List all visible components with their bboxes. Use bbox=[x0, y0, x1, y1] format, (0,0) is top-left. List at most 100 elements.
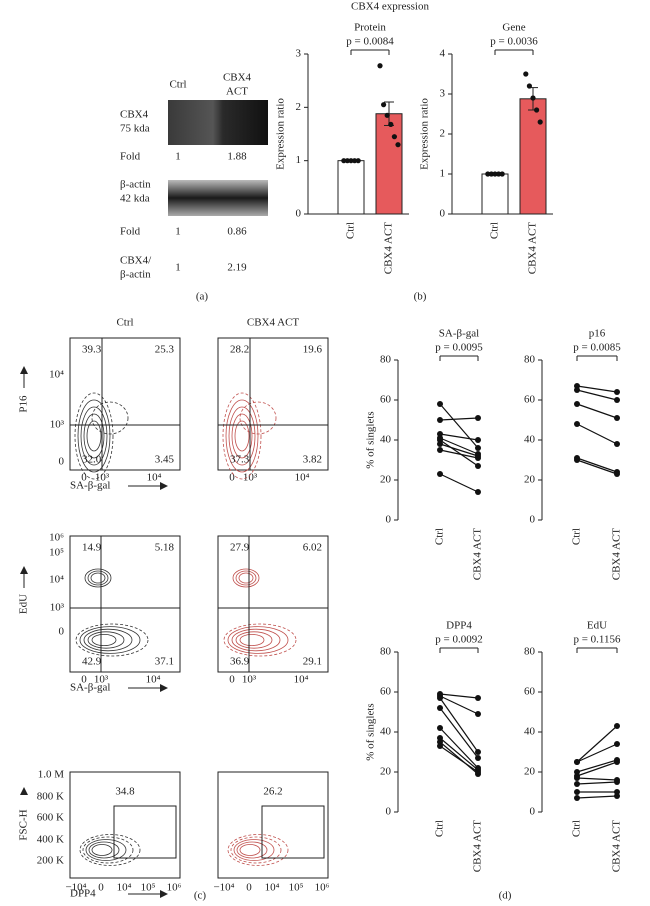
y-tick-label: 1 bbox=[296, 154, 302, 166]
blot-row-label: 75 kda bbox=[120, 123, 150, 135]
blot-row-label: CBX4/ bbox=[120, 255, 152, 267]
data-point bbox=[475, 437, 481, 443]
x-tick-label: 0 bbox=[246, 882, 252, 894]
blot-row-label: Fold bbox=[120, 151, 141, 163]
contour bbox=[239, 401, 277, 435]
y-tick-label: 10³ bbox=[50, 419, 65, 431]
x-axis-label: DPP4 bbox=[70, 888, 96, 900]
contour bbox=[74, 392, 114, 480]
p-value: p = 0.0092 bbox=[435, 634, 482, 646]
y-tick-label: 0 bbox=[296, 208, 302, 220]
contour bbox=[228, 406, 256, 466]
data-point bbox=[574, 759, 580, 765]
pair-line bbox=[439, 727, 479, 769]
contour bbox=[235, 631, 273, 649]
y-tick-label: 0 bbox=[386, 806, 392, 818]
blot-column-label: CBX4 bbox=[223, 72, 252, 84]
y-tick-label: 1.0 M bbox=[38, 769, 65, 781]
pair-line bbox=[576, 743, 618, 763]
pair-line bbox=[576, 795, 618, 799]
contour bbox=[91, 844, 113, 856]
chart-title: EdU bbox=[587, 620, 607, 632]
blot-row-label: CBX4 bbox=[120, 109, 149, 121]
quadrant-value: 3.82 bbox=[303, 454, 322, 466]
data-point bbox=[475, 463, 481, 469]
flow-plot-frame bbox=[217, 771, 329, 879]
contours bbox=[222, 392, 277, 480]
blot-value: 1.88 bbox=[227, 151, 247, 163]
data-point bbox=[614, 793, 620, 799]
y-tick-label: 40 bbox=[524, 434, 536, 446]
panel-title: CBX4 expression bbox=[351, 1, 429, 13]
contour bbox=[91, 401, 129, 435]
x-tick-label: 0 bbox=[229, 674, 235, 686]
contour bbox=[88, 841, 120, 859]
p-value: p = 0.0085 bbox=[573, 342, 621, 354]
x-tick-label: Ctrl bbox=[571, 528, 583, 545]
data-point bbox=[475, 455, 481, 461]
x-tick-label: 10³ bbox=[94, 674, 109, 686]
data-point bbox=[496, 171, 502, 177]
data-point bbox=[437, 695, 443, 701]
pair-line bbox=[439, 439, 479, 467]
x-tick-label: 10⁶ bbox=[167, 882, 182, 894]
gate-value: 34.8 bbox=[115, 786, 135, 798]
y-tick-label: 10⁴ bbox=[49, 369, 64, 381]
data-point bbox=[348, 158, 354, 164]
y-tick-label: 2 bbox=[296, 101, 302, 113]
arrow-head bbox=[160, 890, 168, 898]
data-point bbox=[530, 95, 536, 101]
y-tick-label: 0 bbox=[386, 514, 392, 526]
y-tick-label: 80 bbox=[380, 354, 392, 366]
contour bbox=[83, 413, 105, 459]
quadrant-value: 37.3 bbox=[230, 454, 250, 466]
blot-band bbox=[168, 100, 268, 145]
contours bbox=[75, 568, 149, 657]
flow-plot-frame bbox=[217, 337, 329, 471]
panel-label: (c) bbox=[194, 890, 207, 902]
contour bbox=[230, 836, 282, 864]
contour bbox=[239, 634, 265, 647]
data-point bbox=[574, 795, 580, 801]
y-tick-label: 40 bbox=[380, 726, 392, 738]
y-tick-label: 3 bbox=[440, 88, 446, 100]
y-axis-label: % of singlets bbox=[365, 411, 377, 468]
data-point bbox=[475, 415, 481, 421]
y-tick-label: 10³ bbox=[50, 602, 65, 614]
pair-line bbox=[576, 457, 618, 473]
arrow-head bbox=[160, 482, 168, 490]
data-point bbox=[437, 743, 443, 749]
x-tick-label: 10³ bbox=[95, 472, 110, 484]
panel-label: (b) bbox=[414, 291, 427, 303]
data-point bbox=[523, 71, 529, 77]
blot-column-label: ACT bbox=[226, 86, 248, 98]
panel-label: (d) bbox=[499, 890, 512, 902]
column-header: CBX4 ACT bbox=[247, 317, 300, 329]
x-tick-label: −10⁴ bbox=[213, 882, 234, 894]
y-axis-label: P16 bbox=[18, 395, 30, 413]
pair-line bbox=[439, 473, 479, 493]
p-value: p = 0.0036 bbox=[490, 36, 538, 48]
data-point bbox=[437, 441, 443, 447]
x-tick-label: 10⁶ bbox=[315, 882, 330, 894]
contours bbox=[79, 834, 141, 866]
blot-value: 1 bbox=[175, 226, 181, 238]
quadrant-value: 29.1 bbox=[303, 656, 322, 668]
y-tick-label: 10⁶ bbox=[49, 532, 64, 544]
x-tick-label: −10⁴ bbox=[65, 882, 86, 894]
blot-row-label: β-actin bbox=[120, 269, 151, 281]
contours bbox=[74, 392, 129, 480]
contour bbox=[223, 623, 297, 657]
contour bbox=[90, 572, 106, 584]
y-tick-label: 80 bbox=[524, 354, 536, 366]
y-tick-label: 80 bbox=[524, 646, 536, 658]
gate bbox=[261, 805, 325, 859]
quadrant-value: 14.9 bbox=[82, 542, 102, 554]
pair-line bbox=[439, 695, 479, 715]
y-tick-label: 4 bbox=[440, 48, 446, 60]
data-point bbox=[574, 387, 580, 393]
blot-band bbox=[168, 180, 268, 216]
y-tick-label: 0 bbox=[530, 514, 536, 526]
y-tick-label: 200 K bbox=[37, 855, 64, 867]
quadrant-value: 5.18 bbox=[155, 542, 175, 554]
